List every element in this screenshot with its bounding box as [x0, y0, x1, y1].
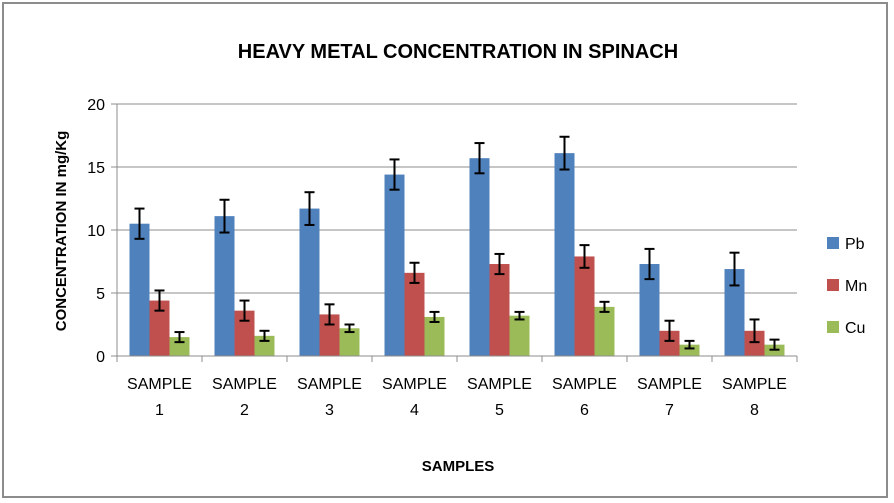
chart-frame: [2, 2, 888, 498]
legend-label-cu: Cu: [845, 320, 865, 337]
bar-pb: [724, 269, 745, 356]
bar-cu: [339, 328, 360, 356]
bar-mn: [149, 300, 170, 356]
y-tick-label: 5: [96, 286, 105, 303]
x-tick-label: 7: [665, 402, 674, 419]
bar-mn: [744, 330, 765, 356]
bar-mn: [659, 330, 680, 356]
x-tick-label: 6: [580, 402, 589, 419]
x-tick-label: 3: [325, 402, 334, 419]
bar-pb: [639, 264, 660, 356]
bar-cu: [679, 344, 700, 356]
bar-pb: [214, 216, 235, 356]
x-tick-label: 8: [750, 402, 759, 419]
y-tick-label: 20: [87, 97, 105, 114]
legend: Pb Mn Cu: [827, 236, 867, 337]
x-tick-label: SAMPLE: [127, 376, 192, 393]
x-tick-label: 1: [155, 402, 164, 419]
x-tick-label: SAMPLE: [212, 376, 277, 393]
x-tick-label: SAMPLE: [382, 376, 447, 393]
bar-pb: [384, 174, 405, 356]
x-tick-label: 2: [240, 402, 249, 419]
bar-cu: [424, 316, 445, 356]
bar-pb: [299, 208, 320, 356]
bar-pb: [129, 223, 150, 356]
x-tick-label: SAMPLE: [552, 376, 617, 393]
legend-label-mn: Mn: [845, 278, 867, 295]
bar-pb: [469, 158, 490, 356]
bar-mn: [404, 272, 425, 356]
y-tick-label: 10: [87, 223, 105, 240]
x-tick-label: SAMPLE: [297, 376, 362, 393]
x-tick-label: SAMPLE: [637, 376, 702, 393]
x-tick-label: 5: [495, 402, 504, 419]
x-tick-label: SAMPLE: [467, 376, 532, 393]
x-tick-label: SAMPLE: [722, 376, 787, 393]
x-axis-title: SAMPLES: [422, 458, 495, 475]
chart-title: HEAVY METAL CONCENTRATION IN SPINACH: [238, 41, 678, 63]
x-tick-label: 4: [410, 402, 419, 419]
axes: 0 5 10 15 20 SAMPLE 1 SAMPLE 2 SAMPLE 3 SAMPLE 4 SAMP…: [87, 97, 798, 419]
bar-cu: [509, 315, 530, 356]
bar-cu: [594, 306, 615, 356]
legend-swatch-pb: [827, 237, 839, 249]
y-tick-label: 15: [87, 160, 105, 177]
y-axis-title: CONCENTRATION IN mg/Kg: [53, 131, 70, 332]
legend-swatch-mn: [827, 279, 839, 291]
y-tick-label: 0: [96, 349, 105, 366]
bar-mn: [489, 264, 510, 356]
bar-mn: [574, 256, 595, 356]
legend-label-pb: Pb: [845, 236, 865, 253]
legend-swatch-cu: [827, 321, 839, 333]
bar-mn: [234, 310, 255, 356]
bars-layer: [129, 135, 785, 356]
bar-pb: [554, 153, 575, 356]
